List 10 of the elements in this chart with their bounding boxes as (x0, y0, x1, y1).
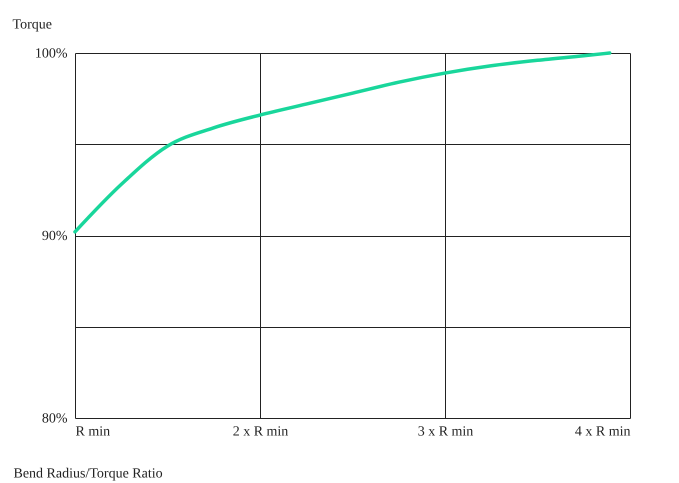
x-tick-label: 2 x R min (232, 424, 288, 440)
y-tick-label: 90% (42, 229, 68, 244)
x-axis-title: Bend Radius/Torque Ratio (14, 466, 163, 482)
x-tick-label: 4 x R min (574, 424, 630, 440)
y-tick-label: 80% (42, 412, 68, 426)
line-series (73, 51, 612, 234)
x-tick-label: 3 x R min (418, 424, 474, 440)
y-tick-label: 100% (34, 46, 68, 62)
y-axis-title: Torque (12, 18, 52, 32)
x-tick-label: R min (76, 424, 110, 440)
